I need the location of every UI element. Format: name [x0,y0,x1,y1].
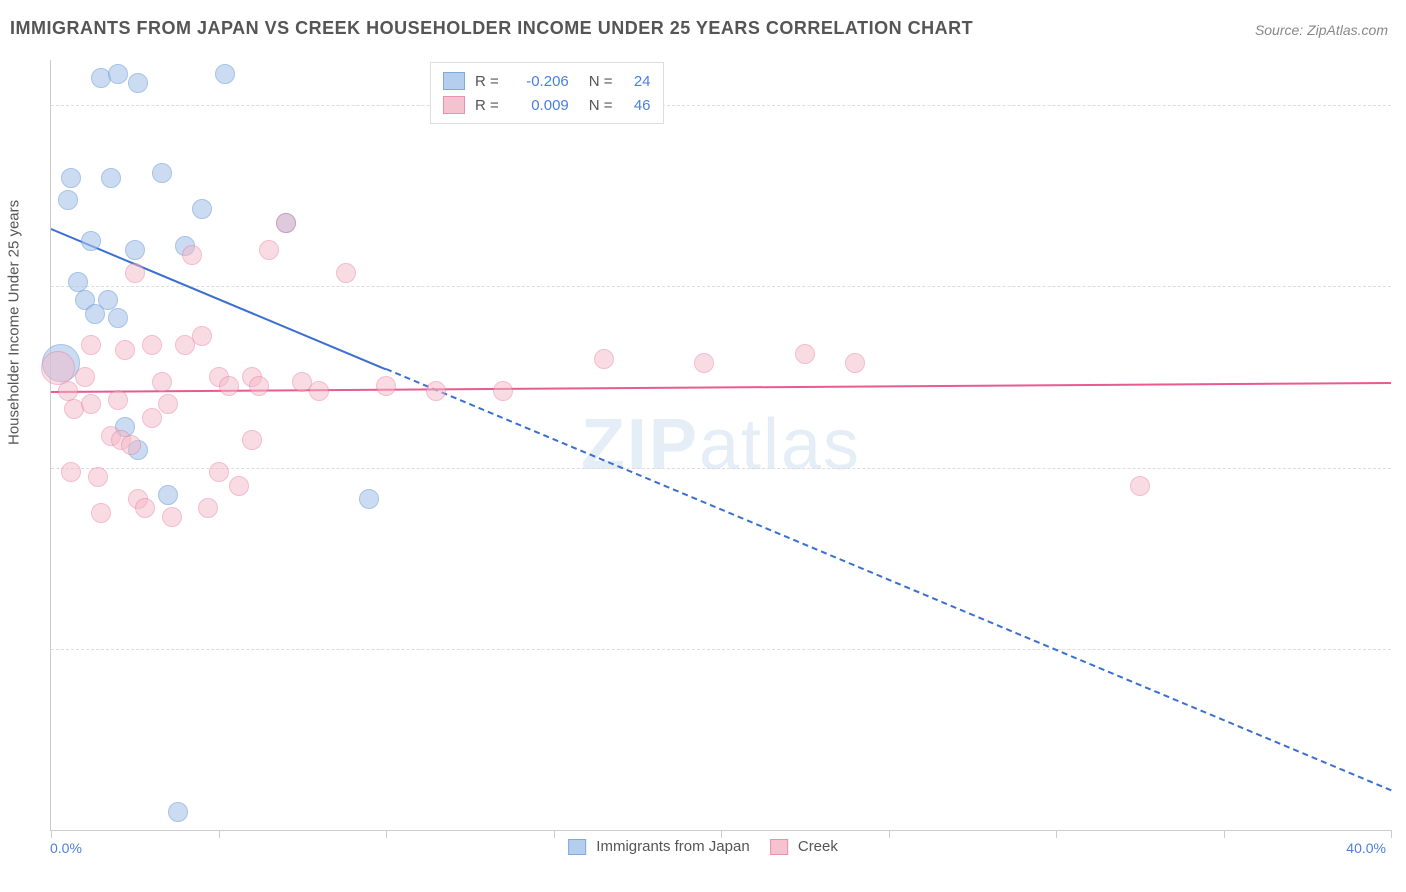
x-tick [219,830,220,838]
scatter-point-creek [91,503,111,523]
y-tick-label: $80,000 [1397,97,1406,113]
scatter-point-creek [81,335,101,355]
x-tick [554,830,555,838]
scatter-point-creek [81,394,101,414]
scatter-point-creek [426,381,446,401]
legend-swatch-japan-icon [568,839,586,855]
x-tick [51,830,52,838]
scatter-point-creek [594,349,614,369]
scatter-point-creek [845,353,865,373]
r-value-creek: 0.009 [509,97,569,114]
legend-item-japan: Immigrants from Japan [568,838,750,855]
scatter-point-japan [61,168,81,188]
scatter-point-japan [68,272,88,292]
watermark: ZIPatlas [581,404,861,486]
legend-label-creek: Creek [798,838,838,855]
scatter-point-creek [142,408,162,428]
scatter-point-japan [125,240,145,260]
gridline-h [51,468,1391,469]
scatter-point-japan [152,163,172,183]
scatter-point-japan [215,64,235,84]
scatter-point-creek [61,462,81,482]
scatter-point-creek [493,381,513,401]
scatter-point-japan [168,802,188,822]
scatter-point-japan [58,190,78,210]
scatter-point-japan [81,231,101,251]
scatter-point-japan [98,290,118,310]
scatter-point-creek [152,372,172,392]
legend-row-japan: R = -0.206 N = 24 [443,69,651,93]
scatter-point-creek [142,335,162,355]
scatter-point-creek [1130,476,1150,496]
x-tick [1224,830,1225,838]
scatter-point-japan [158,485,178,505]
scatter-point-creek [249,376,269,396]
scatter-point-creek [58,381,78,401]
plot-area: ZIPatlas $20,000$40,000$60,000$80,000 [50,60,1391,831]
y-axis-label: Householder Income Under 25 years [6,200,23,445]
gridline-h [51,105,1391,106]
scatter-point-creek [336,263,356,283]
scatter-point-japan [128,73,148,93]
scatter-point-creek [115,340,135,360]
legend-label-japan: Immigrants from Japan [596,838,749,855]
scatter-point-creek [162,507,182,527]
scatter-point-japan [108,64,128,84]
x-tick [721,830,722,838]
legend-swatch-creek [443,96,465,114]
scatter-point-creek [309,381,329,401]
x-tick [1056,830,1057,838]
scatter-point-creek [108,390,128,410]
x-axis-max-label: 40.0% [1346,840,1386,856]
r-value-japan: -0.206 [509,73,569,90]
scatter-point-creek [694,353,714,373]
gridline-h [51,286,1391,287]
scatter-point-creek [192,326,212,346]
n-value-japan: 24 [623,73,651,90]
legend-correlation: R = -0.206 N = 24 R = 0.009 N = 46 [430,62,664,124]
scatter-point-creek [198,498,218,518]
scatter-point-creek [242,430,262,450]
legend-row-creek: R = 0.009 N = 46 [443,93,651,117]
x-axis-min-label: 0.0% [50,840,82,856]
y-tick-label: $60,000 [1397,278,1406,294]
y-tick-label: $20,000 [1397,641,1406,657]
scatter-point-creek [75,367,95,387]
scatter-point-creek [209,462,229,482]
scatter-point-creek [276,213,296,233]
scatter-point-creek [88,467,108,487]
x-tick [386,830,387,838]
legend-series: Immigrants from Japan Creek [568,838,838,855]
gridline-h [51,649,1391,650]
scatter-point-creek [795,344,815,364]
scatter-point-creek [376,376,396,396]
scatter-point-japan [101,168,121,188]
scatter-point-creek [158,394,178,414]
scatter-point-creek [135,498,155,518]
chart-title: IMMIGRANTS FROM JAPAN VS CREEK HOUSEHOLD… [10,18,973,39]
legend-swatch-creek-icon [770,839,788,855]
scatter-point-creek [229,476,249,496]
legend-item-creek: Creek [770,838,838,855]
n-value-creek: 46 [623,97,651,114]
scatter-point-japan [108,308,128,328]
x-tick [889,830,890,838]
y-tick-label: $40,000 [1397,460,1406,476]
scatter-point-japan [192,199,212,219]
scatter-point-creek [259,240,279,260]
x-tick [1391,830,1392,838]
scatter-point-japan [359,489,379,509]
legend-swatch-japan [443,72,465,90]
scatter-point-creek [182,245,202,265]
scatter-point-creek [125,263,145,283]
trendline-japan-extrapolated [386,368,1392,791]
chart-source: Source: ZipAtlas.com [1255,22,1388,38]
scatter-point-creek [219,376,239,396]
scatter-point-creek [121,435,141,455]
